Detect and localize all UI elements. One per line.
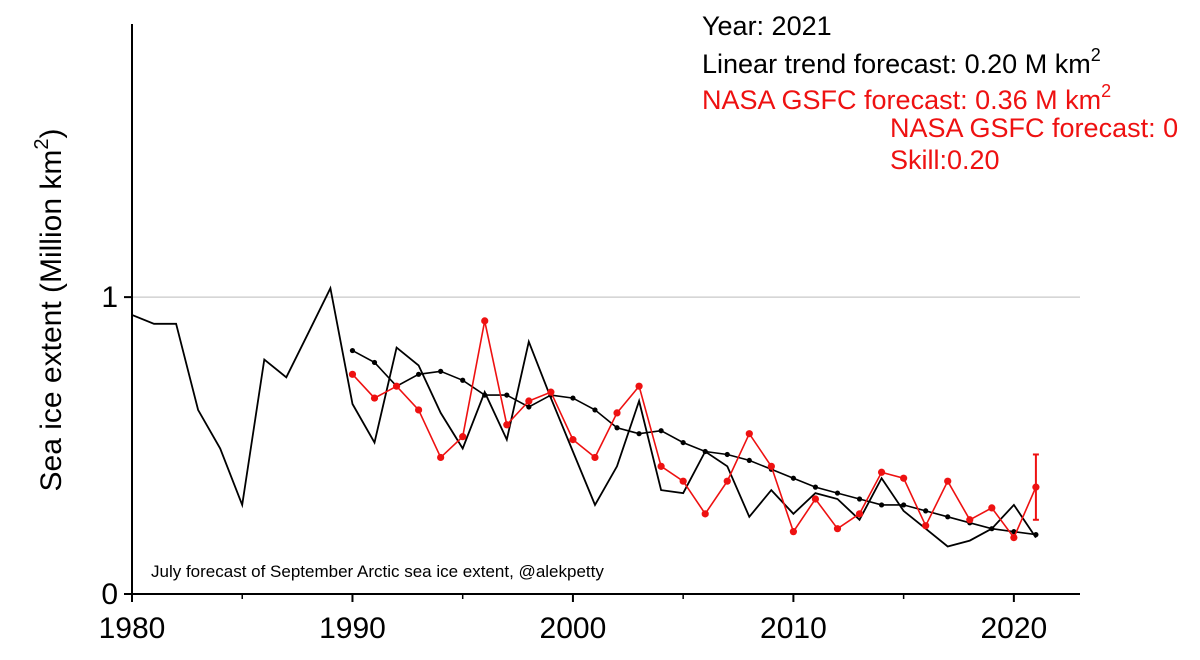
nasa-forecast-annotation-2: NASA GSFC forecast: 0: [890, 113, 1179, 143]
series-2-point-2017: [944, 477, 952, 485]
series-2-point-2000: [569, 436, 577, 444]
series-1-point-2002: [614, 425, 620, 431]
series-1-point-1995: [460, 377, 466, 383]
x-tick-label-1990: 1990: [319, 612, 386, 645]
x-tick-label-2010: 2010: [760, 612, 827, 645]
series-2-point-2008: [745, 430, 753, 438]
y-tick-label-0: 0: [101, 578, 118, 611]
series-1-point-2007: [724, 451, 730, 458]
series-2-point-2019: [988, 504, 996, 512]
series-2-point-2002: [613, 409, 621, 417]
series-line-2: [351, 320, 1037, 540]
series-2-point-2009: [767, 462, 775, 470]
series-line-0: [131, 285, 1037, 548]
series-1-point-2004: [658, 428, 664, 434]
series-2-point-1992: [392, 382, 401, 390]
series-2-point-2011: [811, 495, 820, 503]
series-1-point-2012: [834, 490, 841, 496]
series-1-point-1994: [438, 368, 444, 374]
series-2-point-2016: [922, 522, 930, 530]
series-2-point-2005: [679, 477, 687, 485]
series-2-point-2014: [877, 468, 886, 476]
series-layer: [131, 285, 1040, 548]
series-1-point-1991: [371, 359, 378, 366]
series-1-point-1990: [349, 347, 356, 354]
series-1-point-1997: [504, 392, 510, 398]
series-2-point-1994: [437, 453, 445, 462]
series-1-point-2005: [680, 439, 686, 446]
y-tick-label-1: 1: [101, 281, 118, 314]
series-2-point-1990: [348, 370, 357, 378]
series-1-point-2000: [570, 395, 576, 401]
series-1-point-2011: [812, 484, 819, 490]
series-2-point-2004: [657, 462, 665, 470]
series-2-point-2010: [789, 528, 797, 536]
series-1-point-1996: [482, 392, 488, 398]
y-axis-label: Sea ice extent (Million km2): [31, 128, 68, 492]
series-1-point-2015: [901, 502, 907, 508]
series-2-point-2003: [635, 382, 643, 390]
year-annotation: Year: 2021: [702, 11, 832, 41]
series-2-point-1996: [481, 317, 489, 325]
series-1-point-2006: [702, 448, 708, 455]
series-2-point-1997: [503, 421, 511, 429]
series-1-point-2017: [945, 514, 951, 520]
series-2-point-2001: [591, 453, 599, 462]
axes: [124, 24, 1080, 602]
series-line-1: [352, 349, 1037, 536]
series-1-point-2003: [636, 431, 642, 437]
series-2-point-1999: [547, 388, 555, 396]
series-2-point-1998: [525, 397, 533, 405]
linear-trend-annotation: Linear trend forecast: 0.20 M km2: [702, 45, 1101, 79]
series-1-point-1993: [416, 371, 422, 377]
series-2-point-2018: [966, 516, 974, 524]
series-1-point-2013: [856, 496, 863, 502]
series-1-point-2016: [923, 508, 929, 514]
series-2-point-2013: [855, 510, 864, 518]
x-tick-label-2000: 2000: [540, 612, 607, 645]
series-2-point-2020: [1010, 533, 1018, 542]
series-2-point-2012: [833, 525, 842, 533]
skill-annotation: Skill:0.20: [890, 145, 1000, 175]
series-1-point-1998: [526, 404, 532, 410]
series-1-point-2008: [746, 457, 752, 464]
tick-labels: 1980 1990 2000 2010 2020 0 1: [99, 281, 1048, 645]
x-tick-label-1980: 1980: [99, 612, 166, 645]
credit-annotation: July forecast of September Arctic sea ic…: [151, 562, 604, 581]
series-2-point-1991: [370, 394, 379, 402]
x-tick-label-2020: 2020: [980, 612, 1047, 645]
series-2-point-1993: [415, 406, 423, 414]
series-1-point-2021: [1033, 532, 1039, 538]
series-1-point-2014: [878, 502, 885, 508]
series-1-point-2010: [790, 475, 796, 481]
series-1-point-2001: [592, 407, 598, 413]
series-2-point-2006: [701, 510, 709, 518]
series-2-point-2015: [900, 474, 908, 482]
series-1-point-2019: [989, 526, 995, 532]
series-2-point-2007: [723, 477, 731, 485]
series-2-point-1995: [459, 433, 467, 441]
nasa-forecast-annotation: NASA GSFC forecast: 0.36 M km2: [702, 81, 1112, 115]
